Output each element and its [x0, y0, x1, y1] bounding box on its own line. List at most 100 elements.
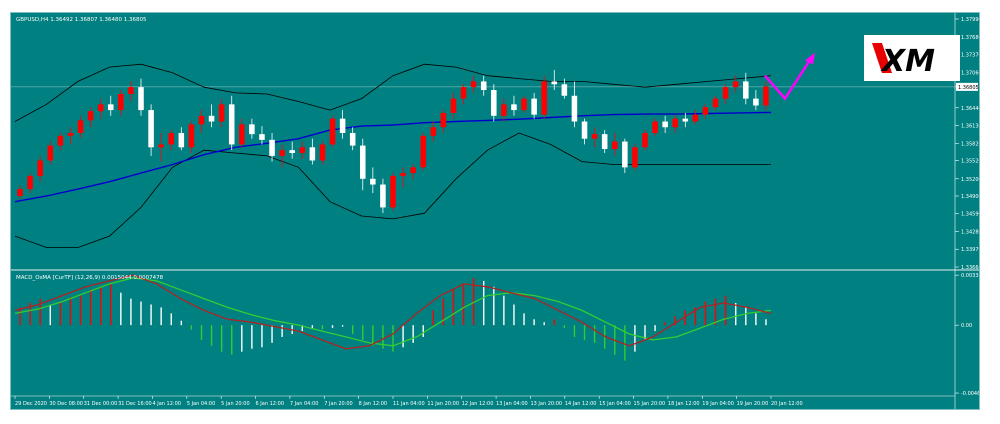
- candle[interactable]: [57, 135, 64, 146]
- candle[interactable]: [67, 132, 74, 136]
- candle[interactable]: [17, 189, 23, 196]
- candle[interactable]: [541, 81, 547, 115]
- candle[interactable]: [188, 124, 195, 148]
- candle[interactable]: [47, 145, 54, 161]
- macd-tick-label: 0.003388: [961, 273, 979, 279]
- candle[interactable]: [299, 147, 306, 154]
- candle[interactable]: [107, 104, 114, 111]
- candle[interactable]: [652, 121, 658, 133]
- time-tick-label: 31 Dec 00:00: [84, 401, 118, 407]
- candle[interactable]: [168, 132, 175, 145]
- candle[interactable]: [672, 118, 679, 128]
- candle[interactable]: [420, 135, 427, 168]
- candle[interactable]: [460, 87, 467, 99]
- candle[interactable]: [158, 144, 164, 148]
- candle[interactable]: [339, 118, 346, 133]
- candle[interactable]: [622, 141, 628, 168]
- forecast-arrow: [764, 57, 813, 101]
- candle[interactable]: [218, 104, 225, 122]
- candle[interactable]: [269, 139, 275, 156]
- price-tick-label: 1.34590: [961, 212, 979, 218]
- candle[interactable]: [702, 107, 709, 115]
- candle[interactable]: [390, 175, 396, 208]
- candle[interactable]: [410, 167, 416, 174]
- candle[interactable]: [591, 134, 598, 139]
- macd-tick-label: -0.004603: [961, 391, 979, 397]
- candle[interactable]: [319, 144, 326, 161]
- time-tick-label: 20 Jan 12:00: [771, 401, 803, 407]
- macd-tick-label: 0.00: [961, 323, 972, 329]
- candle[interactable]: [551, 81, 558, 85]
- candle[interactable]: [732, 81, 739, 88]
- moving-average-line: [14, 111, 772, 203]
- price-tick-label: 1.33970: [961, 247, 979, 253]
- candle[interactable]: [491, 90, 497, 116]
- candle[interactable]: [430, 127, 437, 136]
- price-tick-label: 1.33660: [961, 265, 979, 271]
- price-tick-label: 1.37060: [961, 70, 979, 76]
- candle[interactable]: [480, 81, 487, 91]
- candle[interactable]: [450, 98, 457, 113]
- candle[interactable]: [370, 178, 376, 185]
- candle[interactable]: [289, 150, 295, 154]
- candle[interactable]: [682, 118, 689, 122]
- candle[interactable]: [148, 110, 154, 148]
- candle[interactable]: [87, 111, 94, 121]
- time-tick-label: 4 Jan 12:00: [152, 401, 180, 407]
- candle[interactable]: [118, 94, 124, 111]
- candle[interactable]: [722, 87, 729, 99]
- candle[interactable]: [692, 114, 699, 122]
- candle[interactable]: [138, 87, 144, 111]
- bollinger-upper-line: [14, 63, 772, 122]
- candle[interactable]: [470, 81, 477, 88]
- candle[interactable]: [521, 98, 527, 111]
- candle[interactable]: [380, 184, 386, 208]
- candle[interactable]: [259, 134, 265, 140]
- candle[interactable]: [581, 121, 588, 139]
- candle[interactable]: [77, 120, 84, 133]
- chart-window[interactable]: 1.37990 1.37680 1.37370 1.37060 1.36805 1.364…: [10, 12, 987, 410]
- candle[interactable]: [198, 115, 205, 125]
- candle[interactable]: [249, 124, 255, 135]
- candle[interactable]: [128, 87, 134, 95]
- macd-info-label: MACD_OsMA [CurTF] (12,26,9) 0.0015044 0.…: [16, 275, 164, 281]
- price-tick-label: 1.34280: [961, 229, 979, 235]
- candle[interactable]: [632, 147, 638, 168]
- time-tick-label: 30 Dec 08:00: [49, 401, 83, 407]
- candle[interactable]: [27, 175, 33, 190]
- price-tick-label: 1.37990: [961, 17, 979, 23]
- candle[interactable]: [329, 118, 336, 145]
- candle[interactable]: [743, 81, 749, 99]
- time-tick-label: 19 Jan 20:00: [737, 401, 769, 407]
- candle[interactable]: [228, 104, 235, 145]
- candle[interactable]: [561, 84, 568, 96]
- chart-canvas: 1.37990 1.37680 1.37370 1.37060 1.36805 1.364…: [11, 13, 987, 409]
- candle[interactable]: [239, 124, 245, 145]
- candle[interactable]: [440, 112, 447, 128]
- candle[interactable]: [763, 86, 769, 106]
- candle[interactable]: [400, 173, 406, 176]
- candle[interactable]: [662, 121, 668, 128]
- candle[interactable]: [753, 98, 759, 106]
- current-price-badge: [956, 82, 978, 91]
- candle[interactable]: [511, 104, 517, 111]
- candle[interactable]: [611, 141, 618, 150]
- candle[interactable]: [309, 147, 316, 161]
- candle[interactable]: [531, 98, 537, 115]
- candle[interactable]: [97, 104, 104, 112]
- candle[interactable]: [642, 132, 648, 148]
- candle[interactable]: [37, 160, 43, 176]
- candle[interactable]: [279, 150, 285, 156]
- candle[interactable]: [501, 104, 507, 116]
- time-tick-label: 12 Jan 12:00: [462, 401, 494, 407]
- candle[interactable]: [601, 134, 608, 150]
- candle[interactable]: [178, 132, 185, 148]
- candle[interactable]: [349, 132, 356, 146]
- time-tick-label: 18 Jan 12:00: [668, 401, 700, 407]
- candle[interactable]: [208, 115, 215, 122]
- bollinger-lower-line: [14, 132, 771, 248]
- price-tick-label: 1.35520: [961, 158, 979, 164]
- candle[interactable]: [712, 98, 719, 108]
- candle[interactable]: [571, 95, 578, 122]
- candle[interactable]: [359, 145, 366, 179]
